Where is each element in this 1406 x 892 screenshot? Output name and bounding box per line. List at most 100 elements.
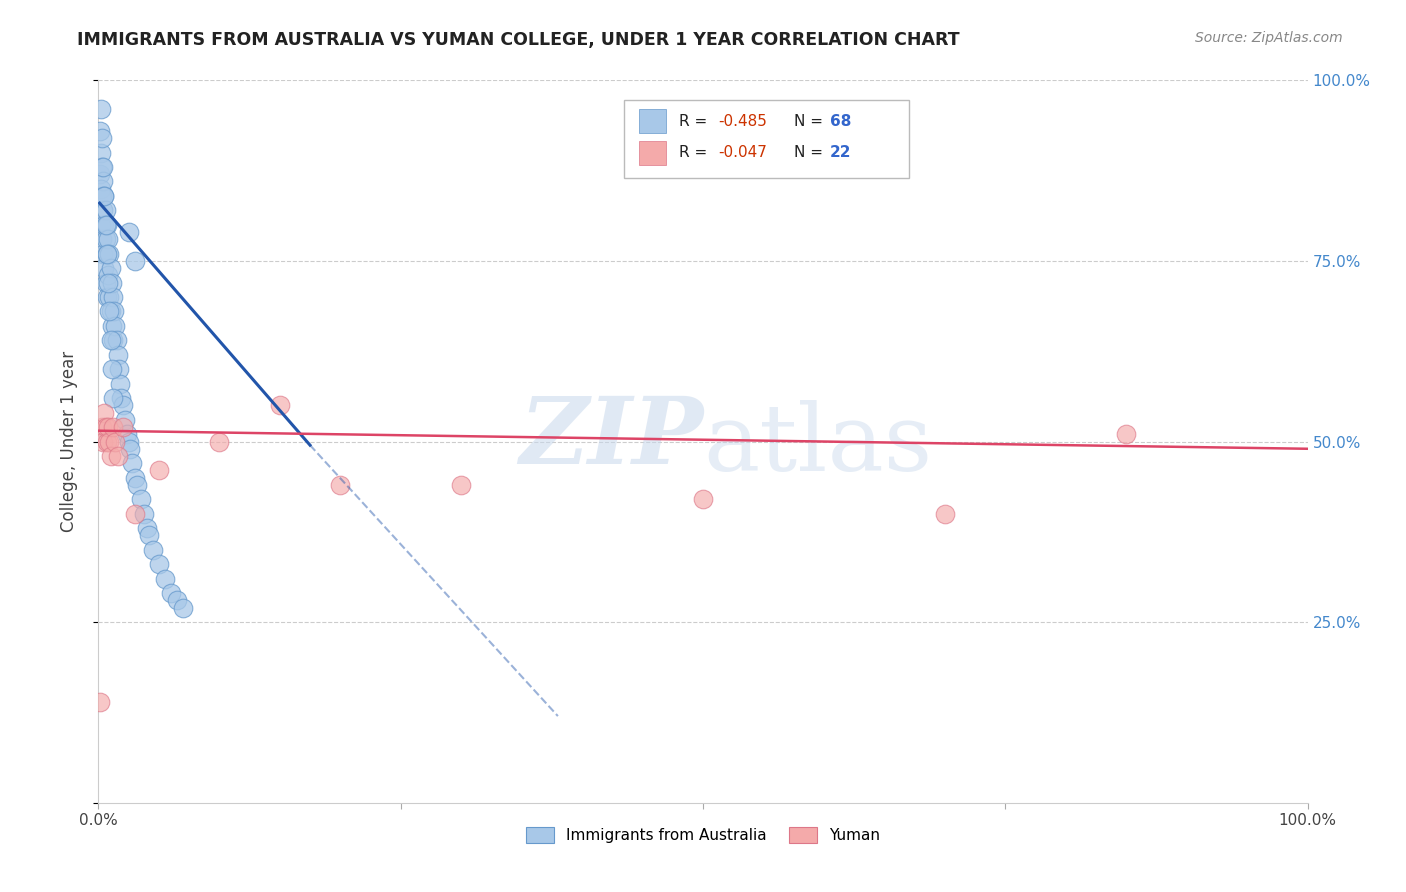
Point [97,232,120,246]
Point [89,167,111,181]
Point [96,290,118,304]
Point [118,225,141,239]
Point [101,290,124,304]
Point [93,406,115,420]
Point [91,131,114,145]
Point [94,420,117,434]
Text: IMMIGRANTS FROM AUSTRALIA VS YUMAN COLLEGE, UNDER 1 YEAR CORRELATION CHART: IMMIGRANTS FROM AUSTRALIA VS YUMAN COLLE… [77,31,960,49]
Point [124,507,146,521]
Legend: Immigrants from Australia, Yuman: Immigrants from Australia, Yuman [520,822,886,849]
Point [148,463,170,477]
Point [96,218,118,232]
Point [91,420,114,434]
Point [98,434,121,449]
Point [100,318,122,333]
Point [153,572,176,586]
Point [104,318,127,333]
Point [172,600,194,615]
Point [93,189,115,203]
Point [90,145,112,160]
Point [91,160,114,174]
Point [108,362,131,376]
Point [121,456,143,470]
Point [90,218,112,232]
Text: 22: 22 [830,145,852,161]
Point [160,586,183,600]
Point [107,449,129,463]
Text: N =: N = [793,113,828,128]
FancyBboxPatch shape [624,100,908,178]
Point [94,218,117,232]
Point [100,449,122,463]
Point [91,203,114,218]
Point [101,334,124,348]
Point [91,434,114,449]
Point [934,507,956,521]
Point [117,427,139,442]
Point [100,334,122,348]
Text: N =: N = [793,145,828,161]
Point [450,478,472,492]
Point [97,420,120,434]
Point [91,232,114,246]
Text: Source: ZipAtlas.com: Source: ZipAtlas.com [1195,31,1343,45]
Point [96,434,118,449]
Point [134,507,156,521]
Point [91,246,114,260]
Text: -0.485: -0.485 [718,113,768,128]
Text: R =: R = [679,145,711,161]
Point [118,442,141,456]
Point [124,253,146,268]
FancyBboxPatch shape [638,141,665,165]
Point [208,434,231,449]
Point [93,261,115,276]
Point [138,528,160,542]
Point [96,246,118,260]
Point [329,478,352,492]
Point [89,124,111,138]
Point [97,268,120,283]
Point [93,218,115,232]
Point [107,348,129,362]
Point [148,558,170,572]
Point [111,398,134,412]
Point [101,420,124,434]
Point [89,695,111,709]
Point [98,246,121,260]
Point [98,304,121,318]
Text: -0.047: -0.047 [718,145,768,161]
Text: ZIP: ZIP [519,393,703,483]
Point [103,304,125,318]
Point [90,182,112,196]
Point [100,362,122,376]
Point [142,542,165,557]
Point [135,521,157,535]
Point [105,334,128,348]
Point [94,276,117,290]
Point [114,413,136,427]
Text: R =: R = [679,113,711,128]
Point [124,470,146,484]
Point [692,492,714,507]
Point [104,434,127,449]
FancyBboxPatch shape [638,109,665,133]
Point [91,189,114,203]
Point [166,593,188,607]
Point [118,434,141,449]
Point [101,391,124,405]
Text: 68: 68 [830,113,852,128]
Point [96,246,118,260]
Point [90,102,112,116]
Point [91,160,114,174]
Text: atlas: atlas [703,401,932,490]
Point [93,189,115,203]
Point [97,276,120,290]
Point [1115,427,1137,442]
Point [91,174,114,188]
Point [129,492,152,507]
Point [269,398,291,412]
Point [127,478,149,492]
Point [111,420,134,434]
Point [108,376,131,391]
Point [100,276,122,290]
